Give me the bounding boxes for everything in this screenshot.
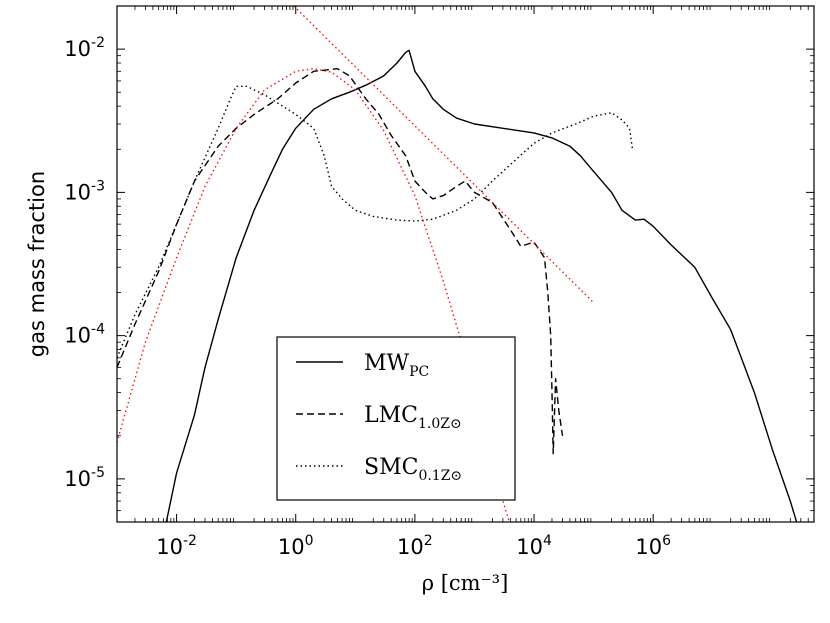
x-tick-label: 102 — [397, 533, 433, 559]
series-line-smc-0-1z — [117, 85, 634, 359]
legend-label: MWPC — [364, 351, 429, 380]
legend-label: SMC0.1Z⊙ — [364, 455, 462, 484]
x-tick-label: 10-2 — [156, 533, 197, 559]
legend-label: LMC1.0Z⊙ — [364, 403, 462, 432]
y-tick-label: 10-2 — [64, 35, 105, 61]
y-axis-label: gas mass fraction — [25, 171, 49, 357]
series-layer — [117, 6, 798, 522]
y-tick-label: 10-5 — [64, 465, 105, 491]
x-tick-label: 106 — [635, 533, 671, 559]
x-tick-label: 100 — [278, 533, 314, 559]
x-tick-label: 104 — [516, 533, 552, 559]
x-tick-labels: 10-2 100 102 104 106 — [156, 533, 671, 559]
series-line-lmc-1-0z — [117, 68, 564, 455]
legend-box — [276, 336, 516, 501]
x-axis-label: ρ [cm⁻³] — [422, 571, 509, 595]
legend: MWPC LMC1.0Z⊙ SMC0.1Z⊙ — [276, 336, 516, 501]
plot-frame — [116, 5, 815, 523]
y-tick-label: 10-3 — [64, 178, 105, 204]
series-line-mw-pc — [165, 49, 798, 522]
y-tick-labels: 10-5 10-4 10-3 10-2 — [64, 35, 105, 491]
y-tick-label: 10-4 — [64, 322, 105, 348]
series-line-power-law-fit — [292, 6, 595, 304]
ticks-layer — [117, 6, 814, 522]
